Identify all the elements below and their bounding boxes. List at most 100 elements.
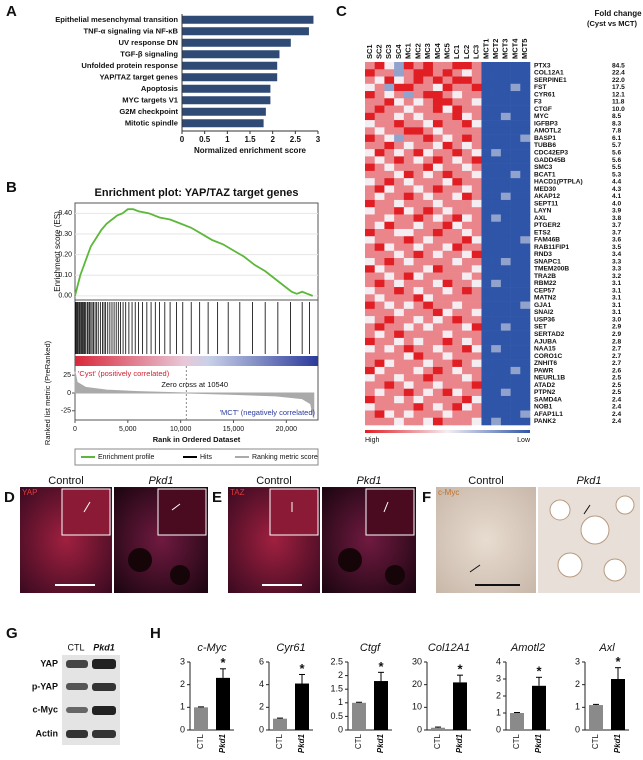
heat-cell xyxy=(462,272,473,281)
heat-cell xyxy=(394,265,405,273)
heat-cell xyxy=(413,265,424,273)
heat-cell xyxy=(432,156,443,164)
heat-cell xyxy=(510,127,521,135)
gene-label: AFAP1L1 xyxy=(534,411,563,418)
heat-cell xyxy=(374,359,385,368)
heat-cell xyxy=(471,287,482,295)
heat-cell xyxy=(510,287,521,295)
heat-cell xyxy=(442,207,453,215)
heat-cell xyxy=(432,83,443,92)
y-tick-label: 1.5 xyxy=(330,684,343,694)
heat-cell xyxy=(442,91,453,99)
heat-cell xyxy=(384,228,395,237)
heat-cell xyxy=(462,236,473,244)
heat-cell xyxy=(374,395,385,404)
heat-cell xyxy=(462,417,473,426)
heat-cell xyxy=(423,170,434,179)
heat-cell xyxy=(413,141,424,150)
x-tick-label: CTL xyxy=(512,733,521,749)
heat-cell xyxy=(510,221,521,230)
heat-cell xyxy=(491,98,502,106)
gene-label: MATN2 xyxy=(534,295,557,302)
fold-change: 2.9 xyxy=(612,331,621,338)
heat-cell xyxy=(413,221,424,230)
heat-cell xyxy=(462,258,473,266)
heat-cell xyxy=(510,243,521,252)
heat-cell xyxy=(413,272,424,281)
fold-change: 4.4 xyxy=(612,179,621,186)
heat-cell xyxy=(384,337,395,346)
heat-cell xyxy=(365,345,376,353)
heat-cell xyxy=(452,316,463,324)
heat-cell xyxy=(432,366,443,375)
heat-cell xyxy=(452,170,463,179)
bar xyxy=(589,705,603,730)
heat-cell xyxy=(365,69,376,77)
stain-label: TAZ xyxy=(230,488,245,497)
heat-cell xyxy=(403,308,414,317)
heat-cell xyxy=(462,62,473,70)
heat-cell xyxy=(365,250,376,259)
heat-cell xyxy=(520,69,531,77)
heat-cell xyxy=(452,388,463,397)
heat-cell xyxy=(423,250,434,259)
heat-cell xyxy=(462,163,473,172)
fold-change: 3.8 xyxy=(612,215,621,222)
heat-cell xyxy=(384,221,395,230)
heat-cell xyxy=(462,221,473,230)
heat-cell xyxy=(471,105,482,114)
arrow xyxy=(383,501,389,513)
fold-change: 3.5 xyxy=(612,244,621,251)
heat-cell xyxy=(384,170,395,179)
heat-cell xyxy=(365,76,376,85)
heat-cell xyxy=(423,272,434,281)
heat-cell xyxy=(491,323,502,331)
y-tick-label: 3 xyxy=(496,673,501,683)
heat-cell xyxy=(500,105,511,114)
heat-cell xyxy=(500,410,511,419)
heat-cell xyxy=(442,308,453,317)
heat-cell xyxy=(491,330,502,339)
y-tick-label: 4 xyxy=(259,679,264,689)
heat-cell xyxy=(442,366,453,375)
heat-cell xyxy=(510,301,521,310)
colorbar-label: High xyxy=(365,437,380,444)
gene-label: SEPT11 xyxy=(534,200,559,207)
heat-cell xyxy=(432,359,443,368)
heat-cell xyxy=(384,141,395,150)
heat-cell xyxy=(510,316,521,324)
heat-cell xyxy=(384,359,395,368)
gene-label: HACD1(PTPLA) xyxy=(534,179,583,186)
heat-cell xyxy=(520,323,531,331)
heat-cell xyxy=(374,308,385,317)
heat-cell xyxy=(413,374,424,382)
heat-cell xyxy=(520,410,531,419)
heat-cell xyxy=(510,323,521,331)
heat-cell xyxy=(462,83,473,92)
heat-cell xyxy=(365,83,376,92)
heat-cell xyxy=(520,105,531,114)
heat-cell xyxy=(481,352,492,360)
heat-cell xyxy=(403,395,414,404)
annotation: Zero cross at 10540 xyxy=(161,380,228,389)
heat-cell xyxy=(374,323,385,331)
heat-cell xyxy=(432,120,443,128)
fold-change: 2.4 xyxy=(612,404,621,411)
heat-cell xyxy=(423,76,434,85)
heat-cell xyxy=(510,294,521,302)
fold-change: 5.6 xyxy=(612,150,621,157)
heat-cell xyxy=(394,221,405,230)
heat-cell xyxy=(510,105,521,114)
heat-cell xyxy=(365,91,376,99)
heat-cell xyxy=(452,120,463,128)
heat-cell xyxy=(481,105,492,114)
significance: * xyxy=(615,654,621,669)
category-label: Mitotic spindle xyxy=(125,118,178,127)
heat-cell xyxy=(471,76,482,85)
heat-cell xyxy=(462,69,473,77)
heat-cell xyxy=(452,207,463,215)
heat-cell xyxy=(384,403,395,411)
heat-cell xyxy=(452,178,463,186)
band xyxy=(92,706,116,715)
heat-cell xyxy=(413,105,424,114)
